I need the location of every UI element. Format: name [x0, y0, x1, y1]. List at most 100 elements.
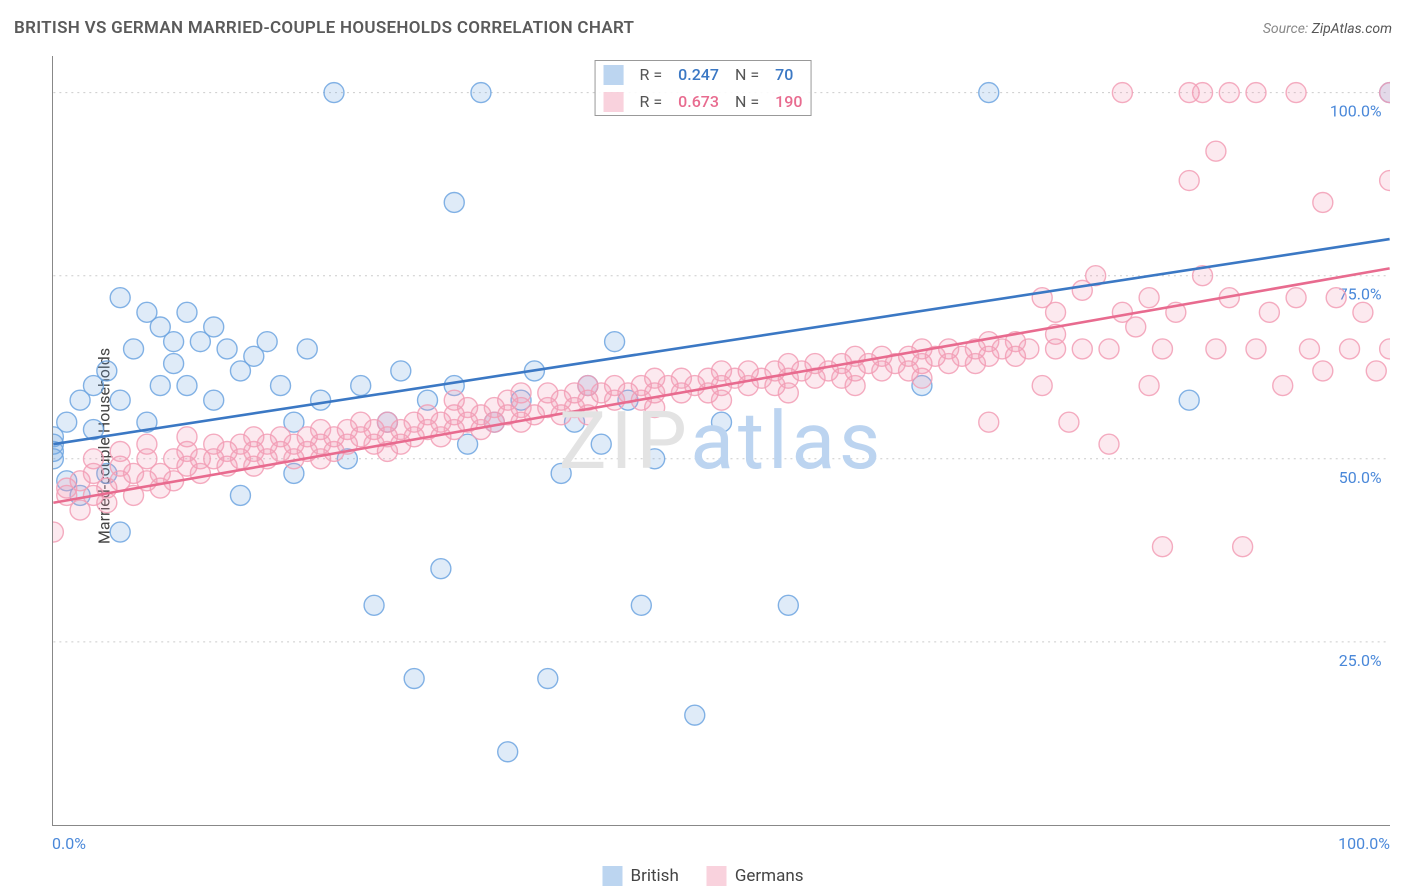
- data-point-british: [124, 339, 144, 359]
- data-point-germans: [1152, 339, 1172, 359]
- data-point-british: [164, 354, 184, 374]
- data-point-british: [177, 302, 197, 322]
- data-point-germans: [1193, 83, 1213, 103]
- data-point-germans: [137, 434, 157, 454]
- data-point-germans: [1206, 141, 1226, 161]
- data-point-germans: [1072, 339, 1092, 359]
- legend-label-germans: Germans: [735, 866, 804, 886]
- data-point-germans: [1340, 339, 1360, 359]
- swatch-icon: [604, 65, 624, 85]
- legend-stats: R = 0.247 N = 70 R = 0.673 N = 190: [595, 60, 812, 116]
- data-point-british: [217, 339, 237, 359]
- svg-text:25.0%: 25.0%: [1339, 651, 1382, 670]
- data-point-british: [364, 595, 384, 615]
- data-point-germans: [1353, 302, 1373, 322]
- r-value-germans: 0.673: [670, 88, 727, 115]
- data-point-germans: [1380, 339, 1390, 359]
- data-point-germans: [1259, 302, 1279, 322]
- r-label: R =: [632, 61, 671, 88]
- data-point-british: [297, 339, 317, 359]
- legend-item-british: British: [602, 866, 678, 886]
- data-point-germans: [53, 522, 63, 542]
- data-point-british: [591, 434, 611, 454]
- data-point-british: [311, 390, 331, 410]
- swatch-icon: [707, 866, 727, 886]
- data-point-germans: [1286, 288, 1306, 308]
- x-axis-labels: 0.0% 100.0%: [52, 834, 1390, 860]
- data-point-british: [110, 390, 130, 410]
- data-point-british: [778, 595, 798, 615]
- plot-svg: 25.0%50.0%75.0%100.0%: [53, 56, 1390, 825]
- data-point-germans: [110, 441, 130, 461]
- data-point-british: [712, 412, 732, 432]
- legend-stats-table: R = 0.247 N = 70 R = 0.673 N = 190: [596, 61, 811, 115]
- data-point-germans: [1273, 376, 1293, 396]
- data-point-germans: [1059, 412, 1079, 432]
- data-point-germans: [912, 368, 932, 388]
- n-label: N =: [727, 88, 767, 115]
- data-point-germans: [645, 398, 665, 418]
- data-point-british: [444, 192, 464, 212]
- data-point-british: [498, 742, 518, 762]
- legend-stats-row-germans: R = 0.673 N = 190: [596, 88, 811, 115]
- data-point-british: [324, 83, 344, 103]
- x-tick-label: 100.0%: [1338, 834, 1390, 853]
- data-point-germans: [1139, 288, 1159, 308]
- data-point-british: [471, 83, 491, 103]
- data-point-british: [204, 390, 224, 410]
- data-point-germans: [1299, 339, 1319, 359]
- data-point-germans: [1246, 339, 1266, 359]
- data-point-germans: [1126, 317, 1146, 337]
- data-point-british: [177, 376, 197, 396]
- data-point-germans: [511, 383, 531, 403]
- data-point-germans: [1233, 537, 1253, 557]
- data-point-british: [631, 595, 651, 615]
- data-point-british: [204, 317, 224, 337]
- chart-container: BRITISH VS GERMAN MARRIED-COUPLE HOUSEHO…: [0, 0, 1406, 892]
- data-point-germans: [845, 376, 865, 396]
- data-point-germans: [1286, 83, 1306, 103]
- swatch-icon: [602, 866, 622, 886]
- data-point-british: [1179, 390, 1199, 410]
- data-point-germans: [1179, 171, 1199, 191]
- source-prefix: Source:: [1263, 21, 1312, 37]
- r-value-british: 0.247: [670, 61, 727, 88]
- data-point-germans: [83, 449, 103, 469]
- data-point-british: [351, 376, 371, 396]
- data-point-germans: [1313, 192, 1333, 212]
- data-point-germans: [1366, 361, 1386, 381]
- data-point-british: [979, 83, 999, 103]
- data-point-british: [538, 669, 558, 689]
- data-point-british: [257, 332, 277, 352]
- regression-line-germans: [53, 268, 1389, 502]
- data-point-germans: [1152, 537, 1172, 557]
- data-point-germans: [1206, 339, 1226, 359]
- data-point-germans: [1019, 339, 1039, 359]
- data-point-germans: [1380, 83, 1390, 103]
- x-tick-label: 0.0%: [52, 834, 86, 853]
- data-point-british: [150, 376, 170, 396]
- legend-item-germans: Germans: [707, 866, 804, 886]
- data-point-germans: [1326, 288, 1346, 308]
- chart-source: Source: ZipAtlas.com: [1263, 21, 1392, 37]
- n-label: N =: [727, 61, 767, 88]
- plot-area: 25.0%50.0%75.0%100.0% ZIPatlas: [52, 56, 1390, 826]
- data-point-british: [404, 669, 424, 689]
- data-point-british: [431, 559, 451, 579]
- data-point-british: [645, 449, 665, 469]
- data-point-british: [164, 332, 184, 352]
- data-point-british: [551, 463, 571, 483]
- svg-text:100.0%: 100.0%: [1330, 102, 1382, 121]
- data-point-germans: [1046, 302, 1066, 322]
- data-point-british: [110, 522, 130, 542]
- data-point-germans: [177, 427, 197, 447]
- n-value-british: 70: [767, 61, 810, 88]
- data-point-germans: [778, 383, 798, 403]
- data-point-british: [57, 412, 77, 432]
- n-value-germans: 190: [767, 88, 810, 115]
- data-point-british: [97, 361, 117, 381]
- data-point-germans: [1139, 376, 1159, 396]
- data-point-british: [110, 288, 130, 308]
- data-point-germans: [1246, 83, 1266, 103]
- legend-stats-row-british: R = 0.247 N = 70: [596, 61, 811, 88]
